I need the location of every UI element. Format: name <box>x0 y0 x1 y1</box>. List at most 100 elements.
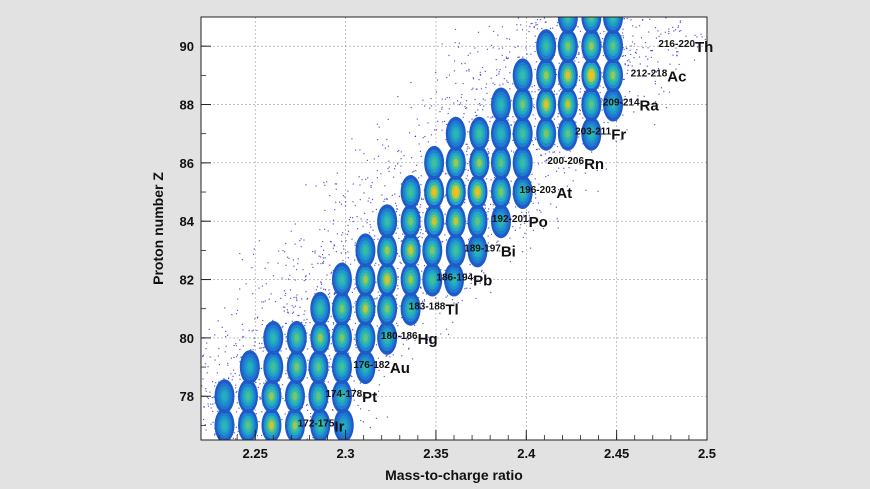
noise-point <box>528 211 530 213</box>
noise-point <box>399 261 401 264</box>
isotope-blob <box>310 320 331 355</box>
noise-point <box>530 181 532 183</box>
noise-point <box>375 262 377 264</box>
isotope-blob <box>286 320 307 355</box>
noise-point <box>233 369 235 371</box>
noise-point <box>458 42 460 44</box>
x-tick-label: 2.5 <box>698 446 716 461</box>
noise-point <box>634 51 637 53</box>
noise-point <box>496 74 498 76</box>
noise-point <box>368 393 371 395</box>
noise-point <box>493 30 495 33</box>
noise-point <box>556 145 559 148</box>
noise-point <box>344 205 347 207</box>
noise-point <box>607 10 608 11</box>
noise-point <box>420 287 422 289</box>
noise-point <box>235 313 238 315</box>
noise-point <box>214 433 216 435</box>
noise-point <box>677 26 679 28</box>
isotope-blob <box>355 262 376 297</box>
noise-point <box>310 416 312 418</box>
noise-point <box>230 357 233 359</box>
isotope-blob <box>444 262 464 297</box>
noise-point <box>212 421 214 423</box>
noise-point <box>375 208 378 211</box>
noise-point <box>668 30 670 33</box>
noise-point <box>528 215 531 217</box>
noise-point <box>315 185 317 187</box>
noise-point <box>636 49 638 51</box>
noise-point <box>378 264 380 266</box>
noise-point <box>378 384 380 386</box>
noise-point <box>553 93 556 96</box>
noise-point <box>419 204 422 206</box>
noise-point <box>281 419 283 421</box>
noise-point <box>424 135 426 138</box>
noise-point <box>329 366 331 368</box>
noise-point <box>285 336 287 338</box>
blob-layer-ellipse <box>429 246 435 255</box>
noise-point <box>496 241 498 243</box>
noise-point <box>378 126 380 128</box>
noise-point <box>467 131 469 133</box>
noise-point <box>465 177 467 180</box>
noise-point <box>404 235 406 238</box>
isotope-blobs <box>214 17 624 440</box>
noise-point <box>454 42 456 44</box>
isotope-blob <box>467 175 488 210</box>
noise-point <box>677 25 680 27</box>
noise-point <box>399 336 401 338</box>
noise-point <box>399 214 401 216</box>
noise-point <box>332 322 335 324</box>
noise-point <box>378 369 380 372</box>
noise-point <box>351 238 353 240</box>
noise-point <box>218 381 220 383</box>
noise-point <box>486 48 489 50</box>
noise-point <box>354 334 356 336</box>
noise-point <box>316 286 318 288</box>
noise-point <box>332 223 334 225</box>
noise-point <box>233 344 235 347</box>
noise-point <box>599 32 601 35</box>
noise-point <box>327 230 329 232</box>
noise-point <box>223 378 225 380</box>
noise-point <box>345 239 347 242</box>
noise-point <box>490 98 492 100</box>
noise-point <box>342 245 345 247</box>
noise-point <box>306 438 308 440</box>
noise-point <box>311 263 313 265</box>
noise-point <box>478 103 481 105</box>
noise-point <box>488 25 490 28</box>
noise-point <box>396 307 398 309</box>
blob-layer-ellipse <box>453 129 459 138</box>
noise-point <box>632 25 634 27</box>
noise-point <box>539 154 542 156</box>
noise-point <box>457 302 459 304</box>
noise-point <box>375 281 377 283</box>
noise-point <box>643 95 645 97</box>
noise-point <box>260 347 262 349</box>
noise-point <box>548 157 550 160</box>
noise-point <box>212 403 214 405</box>
noise-point <box>490 233 493 236</box>
noise-point <box>601 98 603 100</box>
noise-point <box>354 204 356 207</box>
noise-point <box>320 262 322 265</box>
noise-point <box>236 433 239 436</box>
noise-point <box>324 289 327 291</box>
isotope-blob <box>355 320 376 355</box>
noise-point <box>525 47 527 49</box>
isotope-blob <box>422 262 443 297</box>
isotope-blob <box>536 116 557 151</box>
noise-point <box>257 386 259 389</box>
noise-point <box>334 183 336 185</box>
noise-point <box>468 238 470 241</box>
blob-layer-ellipse <box>363 304 368 313</box>
noise-point <box>361 179 363 181</box>
noise-point <box>334 291 336 294</box>
noise-point <box>485 87 487 89</box>
noise-point <box>397 267 399 270</box>
noise-point <box>540 154 543 156</box>
noise-point <box>373 158 375 160</box>
noise-point <box>578 51 580 54</box>
